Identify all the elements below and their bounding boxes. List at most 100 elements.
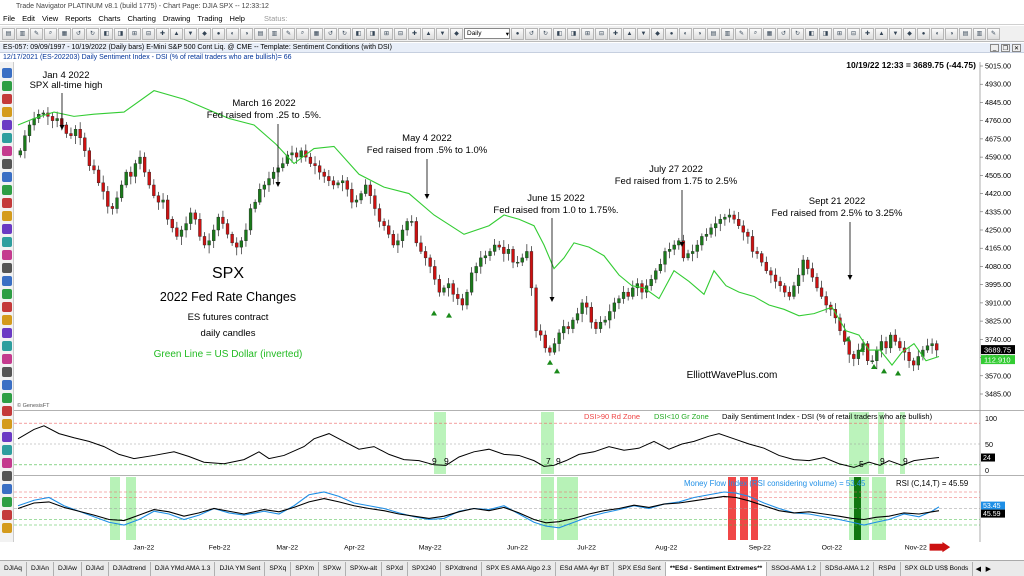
toolbar-button-icon[interactable]: ▦: [58, 27, 71, 40]
toolbar-button-icon[interactable]: ◐: [931, 27, 944, 40]
drawing-tool-icon[interactable]: [1, 224, 12, 234]
scroll-forward-arrow-icon[interactable]: [929, 542, 951, 553]
toolbar-button-icon[interactable]: ◐: [226, 27, 239, 40]
close-icon[interactable]: ✕: [1012, 44, 1021, 52]
page-tab[interactable]: DJIAn: [27, 561, 54, 576]
drawing-tool-icon[interactable]: [1, 159, 12, 169]
page-tab[interactable]: SPX ES AMA Algo 2.3: [482, 561, 556, 576]
menu-charting[interactable]: Charting: [127, 14, 156, 23]
toolbar-button-icon[interactable]: ◆: [198, 27, 211, 40]
drawing-tool-icon[interactable]: [1, 211, 12, 221]
drawing-tool-icon[interactable]: [1, 380, 12, 390]
toolbar-button-icon[interactable]: ◆: [450, 27, 463, 40]
toolbar-button-icon[interactable]: ⊞: [380, 27, 393, 40]
page-tab[interactable]: **ESd - Sentiment Extremes**: [665, 561, 768, 576]
toolbar-button-icon[interactable]: ⊟: [142, 27, 155, 40]
toolbar-button-icon[interactable]: ▼: [184, 27, 197, 40]
drawing-tool-icon[interactable]: [1, 107, 12, 117]
toolbar-button-icon[interactable]: ▦: [763, 27, 776, 40]
toolbar-button-icon[interactable]: ▦: [310, 27, 323, 40]
toolbar-button-icon[interactable]: ⌕: [44, 27, 57, 40]
toolbar-button-icon[interactable]: ✚: [156, 27, 169, 40]
toolbar-button-icon[interactable]: ◨: [366, 27, 379, 40]
chart-area[interactable]: 5015.00 4930.00 4845.00 4760.00 4675.00 4590.…: [14, 62, 1024, 542]
page-tab[interactable]: SDSd-AMA 1.2: [821, 561, 875, 576]
page-tab[interactable]: SPXw: [319, 561, 346, 576]
toolbar-button-icon[interactable]: ▼: [637, 27, 650, 40]
toolbar-button-icon[interactable]: ⊞: [581, 27, 594, 40]
drawing-tool-icon[interactable]: [1, 133, 12, 143]
toolbar-button-icon[interactable]: ✚: [861, 27, 874, 40]
page-tab[interactable]: SPX ESd Sent: [614, 561, 666, 576]
drawing-tool-icon[interactable]: [1, 497, 12, 507]
toolbar-button-icon[interactable]: ◧: [805, 27, 818, 40]
drawing-tool-icon[interactable]: [1, 185, 12, 195]
page-tab[interactable]: SPXw-alt: [346, 561, 383, 576]
drawing-tool-icon[interactable]: [1, 354, 12, 364]
toolbar-button-icon[interactable]: ✎: [282, 27, 295, 40]
toolbar-button-icon[interactable]: ▤: [2, 27, 15, 40]
toolbar-button-icon[interactable]: ↻: [86, 27, 99, 40]
toolbar-button-icon[interactable]: ▲: [422, 27, 435, 40]
toolbar-button-icon[interactable]: ⌕: [296, 27, 309, 40]
page-tab[interactable]: DJIA YM Sent: [215, 561, 266, 576]
toolbar-button-icon[interactable]: ◨: [567, 27, 580, 40]
toolbar-button-icon[interactable]: ●: [917, 27, 930, 40]
page-tab[interactable]: SPXq: [265, 561, 292, 576]
toolbar-button-icon[interactable]: ◑: [693, 27, 706, 40]
drawing-tool-icon[interactable]: [1, 94, 12, 104]
toolbar-button-icon[interactable]: ✚: [609, 27, 622, 40]
page-tab[interactable]: SPX240: [408, 561, 442, 576]
toolbar-button-icon[interactable]: ✎: [735, 27, 748, 40]
scroll-right-icon[interactable]: ▶: [985, 565, 992, 573]
toolbar-button-icon[interactable]: ◆: [903, 27, 916, 40]
menu-reports[interactable]: Reports: [65, 14, 92, 23]
toolbar-button-icon[interactable]: ⌕: [749, 27, 762, 40]
page-tab[interactable]: SSOd-AMA 1.2: [767, 561, 821, 576]
drawing-tool-icon[interactable]: [1, 328, 12, 338]
toolbar-button-icon[interactable]: ↻: [791, 27, 804, 40]
toolbar-button-icon[interactable]: ✎: [987, 27, 1000, 40]
drawing-tool-icon[interactable]: [1, 510, 12, 520]
toolbar-button-icon[interactable]: ⊟: [595, 27, 608, 40]
drawing-tool-icon[interactable]: [1, 315, 12, 325]
toolbar-button-icon[interactable]: ◆: [651, 27, 664, 40]
drawing-tool-icon[interactable]: [1, 276, 12, 286]
toolbar-button-icon[interactable]: ▲: [170, 27, 183, 40]
page-tab[interactable]: RSPd: [874, 561, 901, 576]
menu-edit[interactable]: Edit: [22, 14, 36, 23]
menu-drawing[interactable]: Drawing: [162, 14, 191, 23]
toolbar-button-icon[interactable]: ●: [511, 27, 524, 40]
toolbar-button-icon[interactable]: ●: [212, 27, 225, 40]
page-tab[interactable]: DJIAq: [0, 561, 27, 576]
toolbar-button-icon[interactable]: ◨: [819, 27, 832, 40]
toolbar-button-icon[interactable]: ⊞: [833, 27, 846, 40]
toolbar-button-icon[interactable]: ▤: [707, 27, 720, 40]
toolbar-button-icon[interactable]: ▥: [16, 27, 29, 40]
drawing-tool-icon[interactable]: [1, 458, 12, 468]
toolbar-button-icon[interactable]: ◑: [240, 27, 253, 40]
toolbar-button-icon[interactable]: ◨: [114, 27, 127, 40]
drawing-tool-icon[interactable]: [1, 289, 12, 299]
menu-trading[interactable]: Trading: [197, 14, 223, 23]
page-tab[interactable]: ESd AMA 4yr BT: [556, 561, 614, 576]
toolbar-button-icon[interactable]: ▤: [254, 27, 267, 40]
menu-file[interactable]: File: [3, 14, 16, 23]
toolbar-button-icon[interactable]: ▲: [623, 27, 636, 40]
toolbar-button-icon[interactable]: ⊞: [128, 27, 141, 40]
menu-view[interactable]: View: [42, 14, 59, 23]
minimize-icon[interactable]: _: [990, 44, 999, 52]
scroll-left-icon[interactable]: ◀: [975, 565, 982, 573]
toolbar-button-icon[interactable]: ↺: [72, 27, 85, 40]
toolbar-button-icon[interactable]: ↺: [777, 27, 790, 40]
toolbar-button-icon[interactable]: ▼: [436, 27, 449, 40]
restore-icon[interactable]: ❐: [1001, 44, 1010, 52]
page-tab[interactable]: DJIAw: [54, 561, 82, 576]
page-tab[interactable]: DJIA YMd AMA 1.3: [151, 561, 216, 576]
toolbar-button-icon[interactable]: ◐: [679, 27, 692, 40]
toolbar-button-icon[interactable]: ▼: [889, 27, 902, 40]
drawing-tool-icon[interactable]: [1, 471, 12, 481]
drawing-tool-icon[interactable]: [1, 198, 12, 208]
drawing-tool-icon[interactable]: [1, 432, 12, 442]
toolbar-button-icon[interactable]: ▤: [959, 27, 972, 40]
